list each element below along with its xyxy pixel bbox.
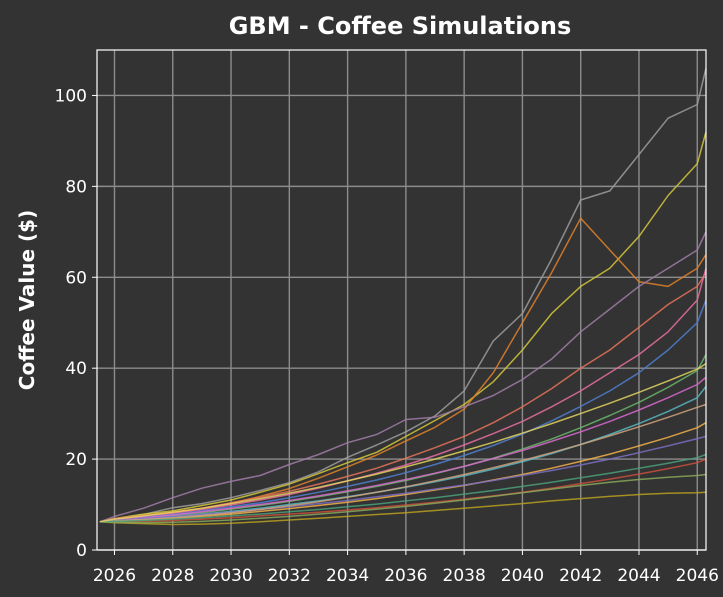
simulation-line-2	[99, 131, 707, 523]
x-tick-label: 2026	[93, 566, 136, 586]
x-tick-label: 2036	[384, 566, 427, 586]
simulation-line-14	[99, 376, 707, 523]
simulation-line-18	[99, 362, 707, 523]
simulation-line-6	[99, 268, 707, 523]
plot-frame	[96, 49, 707, 551]
simulation-line-13	[99, 473, 707, 524]
x-tick-label: 2030	[209, 566, 252, 586]
axes: 2026 2028 2030 2032 2034 2036 2038 2040 2042 2044…	[55, 86, 719, 586]
chart-title: GBM - Coffee Simulations	[229, 12, 572, 40]
x-tick-label: 2040	[501, 566, 544, 586]
x-tick-label: 2038	[443, 566, 486, 586]
x-tick-label: 2034	[326, 566, 369, 586]
y-axis-label: Coffee Value ($)	[15, 210, 39, 390]
y-tick-label: 0	[76, 541, 87, 561]
simulation-line-8	[99, 354, 707, 523]
grid	[97, 50, 706, 551]
simulation-line-4	[99, 231, 707, 523]
y-tick-label: 100	[55, 86, 87, 106]
y-tick-label: 60	[65, 268, 87, 288]
x-tick-label: 2046	[676, 566, 719, 586]
x-tick-label: 2028	[151, 566, 194, 586]
simulation-line-17	[99, 453, 707, 523]
simulation-line-11	[99, 458, 707, 523]
y-tick-label: 20	[65, 450, 87, 470]
x-tick-label: 2044	[617, 566, 660, 586]
simulation-line-15	[99, 435, 707, 523]
simulation-line-16	[99, 403, 707, 523]
simulation-line-7	[99, 299, 707, 523]
simulation-line-12	[99, 491, 707, 526]
simulation-line-5	[99, 272, 707, 523]
x-tick-label: 2042	[559, 566, 602, 586]
x-tick-label: 2032	[268, 566, 311, 586]
simulation-line-1	[99, 68, 707, 523]
y-tick-label: 40	[65, 359, 87, 379]
y-tick-label: 80	[65, 177, 87, 197]
plot-lines	[99, 68, 707, 526]
simulation-line-10	[99, 422, 707, 523]
